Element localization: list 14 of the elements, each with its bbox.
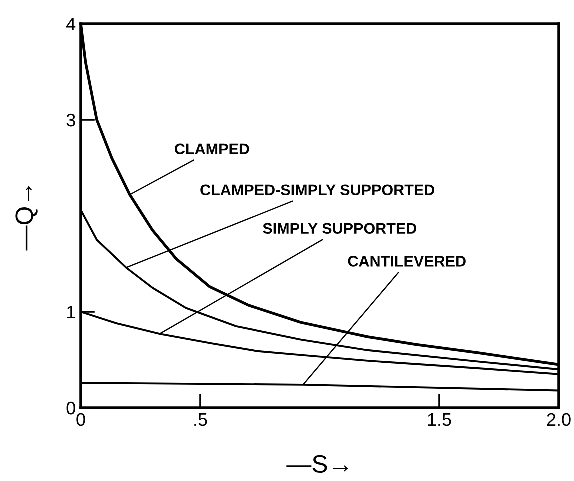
annotation: CLAMPED <box>175 144 250 155</box>
y-axis-title: —Q→ <box>16 186 38 251</box>
annotation: SIMPLY SUPPORTED <box>263 223 417 234</box>
y-tick-label: 3 <box>66 114 76 127</box>
y-tick-label: 1 <box>67 306 76 319</box>
y-tick-label: 4 <box>66 18 76 31</box>
y-tick-label: 0 <box>66 402 76 415</box>
annotation: CANTILEVERED <box>348 256 466 267</box>
annotation: CLAMPED-SIMPLY SUPPORTED <box>200 184 435 196</box>
x-tick-label: 2.0 <box>547 413 571 426</box>
x-tick-label: 1.5 <box>428 414 452 426</box>
x-axis-title: —S→ <box>286 455 348 474</box>
x-tick-label: .5 <box>194 414 208 426</box>
x-tick-label: 0 <box>76 413 86 426</box>
